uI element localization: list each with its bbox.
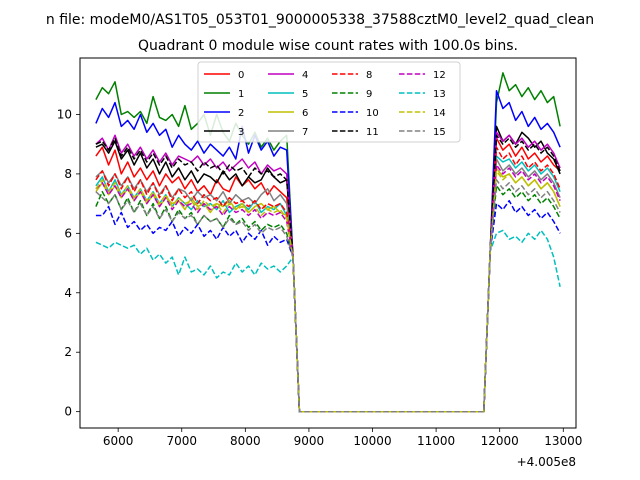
legend-label-11: 11 [366,127,379,138]
series-line-13 [95,229,561,413]
x-tick-label: 10000 [353,434,391,448]
legend-label-9: 9 [366,89,372,100]
y-tick-label: 8 [64,167,72,181]
legend-label-15: 15 [433,127,446,138]
legend-label-4: 4 [302,70,308,81]
plot-frame [79,57,577,429]
x-tick-label: 13000 [544,434,582,448]
x-tick-label: 12000 [481,434,519,448]
x-axis: 6000 7000 8000 9000 10000 11000 12000 13000 [103,428,582,448]
figure-suptitle: n file: modeM0/AS1T05_053T01_9000005338_… [46,12,594,28]
legend-label-8: 8 [366,70,372,81]
y-tick-label: 10 [57,107,72,121]
legend-label-14: 14 [433,108,446,119]
legend-label-7: 7 [302,127,308,138]
y-tick-label: 2 [64,345,72,359]
series-line-4 [95,131,561,413]
y-tick-label: 6 [64,226,72,240]
series-line-7 [95,158,561,413]
x-tick-label: 7000 [166,434,197,448]
legend-label-0: 0 [238,70,244,81]
series-line-11 [95,134,561,413]
y-tick-label: 0 [64,405,72,419]
legend-label-10: 10 [366,108,379,119]
x-tick-label: 9000 [294,434,325,448]
series-line-10 [95,199,561,413]
legend-label-13: 13 [433,89,446,100]
series-layer [95,72,561,413]
legend-label-5: 5 [302,89,308,100]
series-line-12 [95,164,561,413]
x-tick-label: 6000 [103,434,134,448]
series-line-0 [95,137,561,413]
series-line-15 [95,179,561,413]
series-line-8 [95,146,561,413]
y-axis: 0 2 4 6 8 10 [57,107,80,419]
y-tick-label: 4 [64,286,72,300]
legend-label-6: 6 [302,108,308,119]
legend-label-1: 1 [238,89,244,100]
series-line-14 [95,170,561,413]
x-tick-label: 8000 [230,434,261,448]
x-offset-label: +4.005e8 [517,455,576,469]
legend-label-12: 12 [433,70,446,81]
legend-label-3: 3 [238,127,244,138]
x-tick-label: 11000 [417,434,455,448]
chart-title: Quadrant 0 module wise count rates with … [138,38,518,54]
legend-label-2: 2 [238,108,244,119]
legend-frame [197,61,461,143]
